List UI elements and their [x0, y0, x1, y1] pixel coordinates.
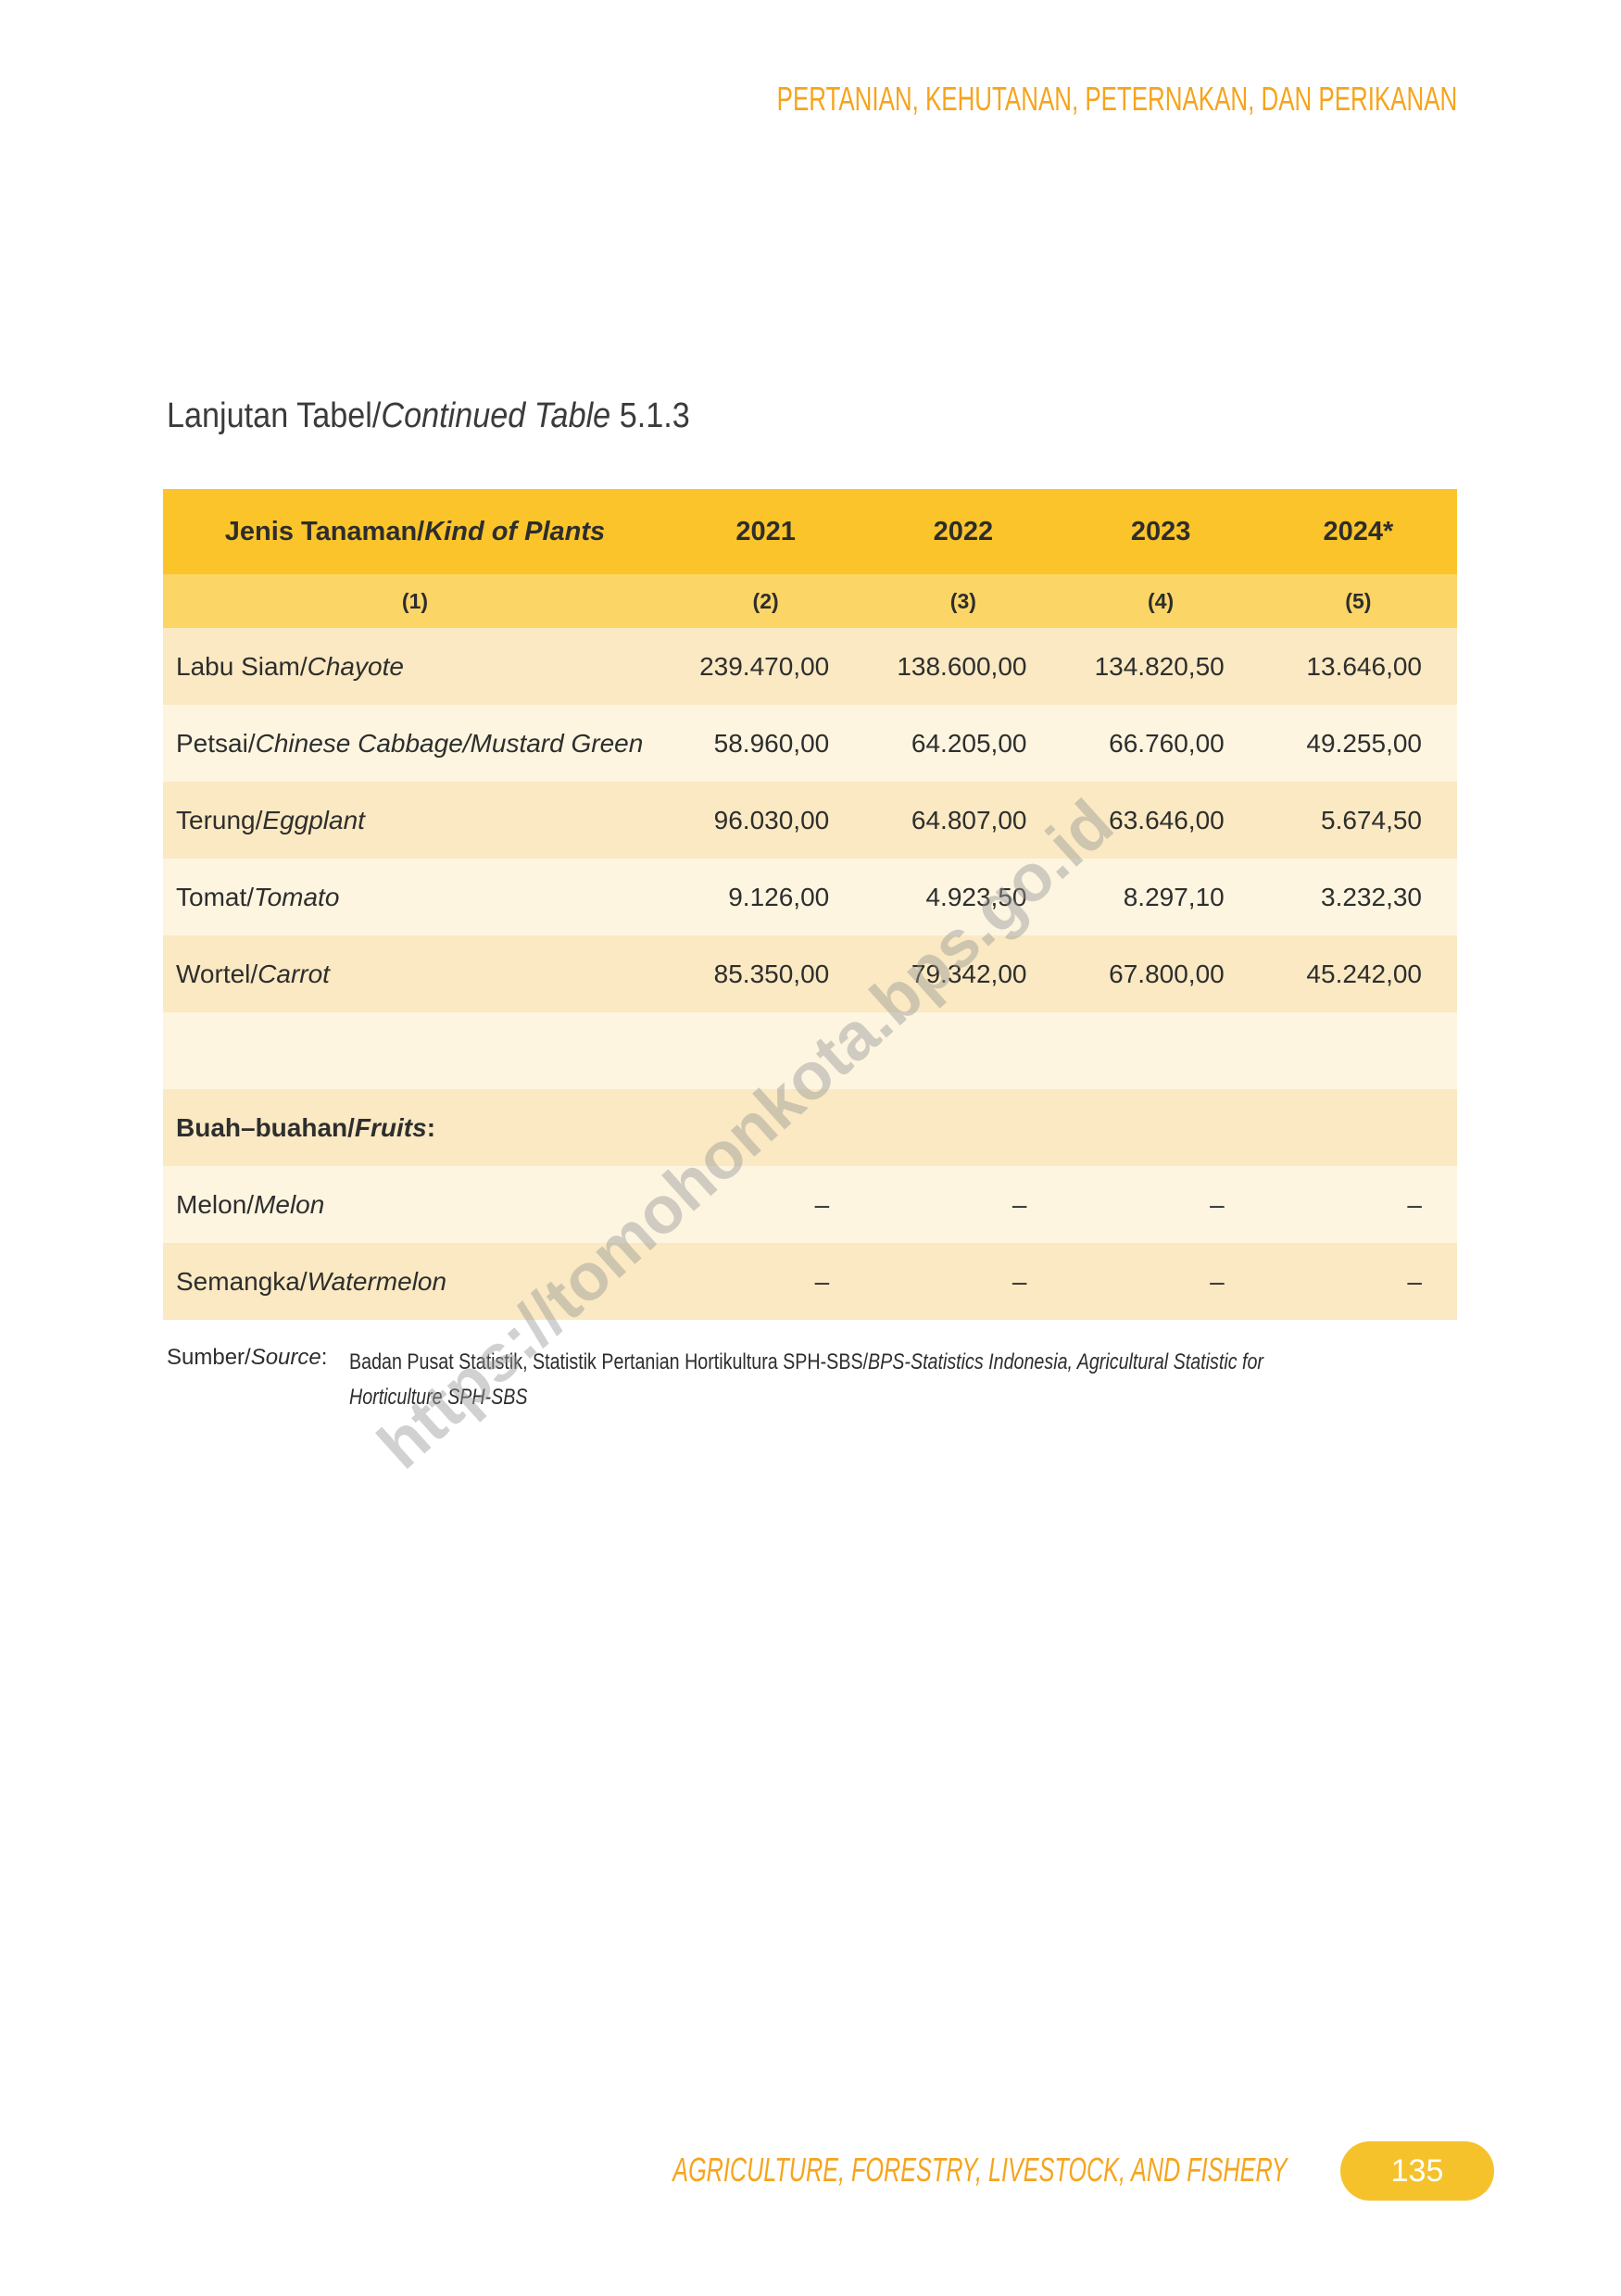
value-cell: 85.350,00	[666, 935, 865, 1012]
source-note: Sumber/Source: Badan Pusat Statistik, St…	[167, 1345, 1464, 1416]
value-cell: –	[864, 1243, 1062, 1320]
value-cell: 4.923,50	[864, 859, 1062, 935]
page-footer-chapter-title: AGRICULTURE, FORESTRY, LIVESTOCK, AND FI…	[672, 2151, 1288, 2189]
value-cell: 239.470,00	[666, 628, 865, 705]
value-cell: 58.960,00	[666, 705, 865, 782]
value-cell: –	[1062, 1243, 1260, 1320]
plant-name-cell: Terung/Eggplant	[163, 782, 667, 859]
value-cell: –	[666, 1166, 865, 1243]
section-title-cell: Buah–buahan/Fruits:	[163, 1089, 667, 1166]
plant-name-cell	[163, 1012, 667, 1089]
source-label: Sumber/Source:	[167, 1345, 328, 1370]
column-header-2022: 2022	[864, 489, 1062, 574]
table-title-indonesian: Lanjutan Tabel/	[167, 396, 382, 435]
column-number-5: (5)	[1259, 574, 1457, 628]
value-cell	[1259, 1012, 1457, 1089]
value-cell: 49.255,00	[1259, 705, 1457, 782]
value-cell	[864, 1089, 1062, 1166]
value-cell: 138.600,00	[864, 628, 1062, 705]
value-cell: 5.674,50	[1259, 782, 1457, 859]
plant-name-cell: Wortel/Carrot	[163, 935, 667, 1012]
column-number-1: (1)	[163, 574, 667, 628]
plant-name-cell: Tomat/Tomato	[163, 859, 667, 935]
value-cell: 134.820,50	[1062, 628, 1260, 705]
table-section-row-fruits: Buah–buahan/Fruits:	[163, 1089, 1457, 1166]
value-cell: 67.800,00	[1062, 935, 1260, 1012]
value-cell: 3.232,30	[1259, 859, 1457, 935]
plant-name-cell: Petsai/Chinese Cabbage/Mustard Green	[163, 705, 667, 782]
value-cell	[666, 1012, 865, 1089]
value-cell: 64.205,00	[864, 705, 1062, 782]
value-cell: 13.646,00	[1259, 628, 1457, 705]
table-title: Lanjutan Tabel/Continued Table 5.1.3	[167, 396, 690, 436]
value-cell: –	[666, 1243, 865, 1320]
value-cell: –	[1259, 1166, 1457, 1243]
value-cell: 96.030,00	[666, 782, 865, 859]
statistics-table: Jenis Tanaman/Kind of Plants 2021 2022 2…	[163, 489, 1457, 1320]
value-cell: 66.760,00	[1062, 705, 1260, 782]
value-cell: 9.126,00	[666, 859, 865, 935]
table-row: Semangka/Watermelon – – – –	[163, 1243, 1457, 1320]
table-header-row: Jenis Tanaman/Kind of Plants 2021 2022 2…	[163, 489, 1457, 574]
plant-name-cell: Labu Siam/Chayote	[163, 628, 667, 705]
table-row: Tomat/Tomato 9.126,00 4.923,50 8.297,10 …	[163, 859, 1457, 935]
value-cell	[1062, 1012, 1260, 1089]
column-header-kind-of-plants: Jenis Tanaman/Kind of Plants	[163, 489, 667, 574]
table-row: Terung/Eggplant 96.030,00 64.807,00 63.6…	[163, 782, 1457, 859]
table-row: Wortel/Carrot 85.350,00 79.342,00 67.800…	[163, 935, 1457, 1012]
value-cell	[1259, 1089, 1457, 1166]
source-text-line-1: Badan Pusat Statistik, Statistik Pertani…	[349, 1349, 1263, 1374]
table-title-number: 5.1.3	[610, 396, 690, 435]
page-number-badge: 135	[1340, 2141, 1494, 2201]
table-title-english: Continued Table	[381, 396, 611, 435]
table-subheader-row: (1) (2) (3) (4) (5)	[163, 574, 1457, 628]
table-row: Melon/Melon – – – –	[163, 1166, 1457, 1243]
table-row-empty	[163, 1012, 1457, 1089]
value-cell: –	[1062, 1166, 1260, 1243]
value-cell: –	[1259, 1243, 1457, 1320]
value-cell: 8.297,10	[1062, 859, 1260, 935]
column-header-2023: 2023	[1062, 489, 1260, 574]
source-text: Badan Pusat Statistik, Statistik Pertani…	[349, 1345, 1263, 1416]
column-number-3: (3)	[864, 574, 1062, 628]
table-row: Labu Siam/Chayote 239.470,00 138.600,00 …	[163, 628, 1457, 705]
value-cell: –	[864, 1166, 1062, 1243]
value-cell: 45.242,00	[1259, 935, 1457, 1012]
value-cell: 64.807,00	[864, 782, 1062, 859]
value-cell: 63.646,00	[1062, 782, 1260, 859]
table-row: Petsai/Chinese Cabbage/Mustard Green 58.…	[163, 705, 1457, 782]
page-number: 135	[1390, 2152, 1444, 2189]
page-running-header: PERTANIAN, KEHUTANAN, PETERNAKAN, DAN PE…	[776, 80, 1457, 118]
column-number-4: (4)	[1062, 574, 1260, 628]
column-number-2: (2)	[666, 574, 865, 628]
value-cell: 79.342,00	[864, 935, 1062, 1012]
value-cell	[666, 1089, 865, 1166]
value-cell	[864, 1012, 1062, 1089]
plant-name-cell: Melon/Melon	[163, 1166, 667, 1243]
plant-name-cell: Semangka/Watermelon	[163, 1243, 667, 1320]
source-text-line-2: Horticulture SPH-SBS	[349, 1385, 528, 1411]
column-header-2021: 2021	[666, 489, 865, 574]
column-header-2024: 2024*	[1259, 489, 1457, 574]
value-cell	[1062, 1089, 1260, 1166]
